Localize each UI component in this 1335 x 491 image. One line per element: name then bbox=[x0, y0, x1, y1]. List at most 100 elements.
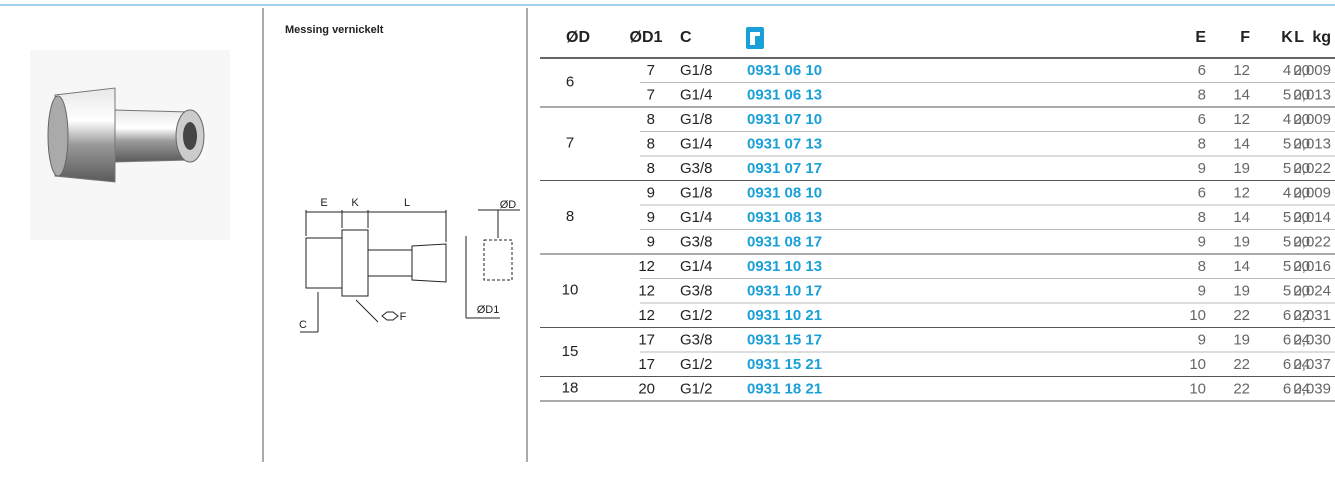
cell: 0,013 bbox=[1293, 87, 1331, 104]
column-header: ØD1 bbox=[630, 29, 663, 46]
cell: 20 bbox=[1293, 87, 1310, 104]
cell: G1/8 bbox=[680, 62, 713, 79]
column-header: K bbox=[1281, 29, 1293, 46]
cell: 10 bbox=[1189, 307, 1206, 324]
cell: 20 bbox=[1293, 111, 1310, 128]
cell: 20 bbox=[1293, 258, 1310, 275]
cell: 8 bbox=[647, 160, 655, 177]
cell: 6 bbox=[1283, 332, 1291, 349]
cell: 0,022 bbox=[1293, 234, 1331, 251]
od-cell: 8 bbox=[566, 208, 574, 225]
cell: 14 bbox=[1233, 136, 1250, 153]
cell: 0931 07 13 bbox=[747, 136, 822, 153]
cell: 0931 06 10 bbox=[747, 62, 822, 79]
cell: 8 bbox=[1198, 136, 1206, 153]
cell: 0,022 bbox=[1293, 160, 1331, 177]
cell: 22 bbox=[1233, 356, 1250, 373]
cell: 20 bbox=[1293, 62, 1310, 79]
cell: 4 bbox=[1283, 111, 1291, 128]
cell: 10 bbox=[1189, 381, 1206, 398]
cell: 8 bbox=[1198, 258, 1206, 275]
cell: 0,030 bbox=[1293, 332, 1331, 349]
cell: G1/8 bbox=[680, 185, 713, 202]
cell: 5 bbox=[1283, 87, 1291, 104]
cell: 12 bbox=[638, 307, 655, 324]
dim-label: F bbox=[400, 311, 407, 323]
cell: 24 bbox=[1293, 332, 1310, 349]
column-header: kg bbox=[1312, 29, 1331, 46]
cell: G1/4 bbox=[680, 87, 713, 104]
cell: 0,009 bbox=[1293, 111, 1331, 128]
cell: 24 bbox=[1293, 356, 1310, 373]
cell: 10 bbox=[1189, 356, 1206, 373]
cell: 9 bbox=[647, 185, 655, 202]
cell: 0,037 bbox=[1293, 356, 1331, 373]
brand-icon bbox=[746, 27, 764, 49]
od-cell: 18 bbox=[562, 380, 579, 397]
cell: 0931 10 21 bbox=[747, 307, 822, 324]
cell: 0931 07 17 bbox=[747, 160, 822, 177]
cell: 6 bbox=[1198, 62, 1206, 79]
cell: 0931 15 17 bbox=[747, 332, 822, 349]
cell: 0,013 bbox=[1293, 136, 1331, 153]
cell: 9 bbox=[1198, 234, 1206, 251]
cell: 0931 06 13 bbox=[747, 87, 822, 104]
od-cell: 15 bbox=[562, 343, 579, 360]
cell: 0931 10 17 bbox=[747, 283, 822, 300]
cell: 0,016 bbox=[1293, 258, 1331, 275]
cell: 6 bbox=[1283, 356, 1291, 373]
cell: 6 bbox=[1198, 185, 1206, 202]
cell: 4 bbox=[1283, 62, 1291, 79]
cell: 20 bbox=[1293, 136, 1310, 153]
cell: 22 bbox=[1233, 307, 1250, 324]
dim-label: K bbox=[351, 197, 359, 209]
cell: 5 bbox=[1283, 234, 1291, 251]
column-header: F bbox=[1240, 29, 1250, 46]
cell: 14 bbox=[1233, 258, 1250, 275]
cell: 5 bbox=[1283, 136, 1291, 153]
cell: 8 bbox=[647, 111, 655, 128]
column-header: C bbox=[680, 29, 692, 46]
cell: G1/2 bbox=[680, 381, 713, 398]
cell: 14 bbox=[1233, 209, 1250, 226]
cell: 9 bbox=[647, 209, 655, 226]
cell: 7 bbox=[647, 62, 655, 79]
cell: 22 bbox=[1233, 381, 1250, 398]
cell: 20 bbox=[1293, 283, 1310, 300]
cell: 0931 18 21 bbox=[747, 381, 822, 398]
cell: 9 bbox=[647, 234, 655, 251]
cell: 0931 08 17 bbox=[747, 234, 822, 251]
cell: 9 bbox=[1198, 160, 1206, 177]
cell: 0931 08 13 bbox=[747, 209, 822, 226]
cell: 20 bbox=[638, 381, 655, 398]
cell: 0931 10 13 bbox=[747, 258, 822, 275]
cell: 0931 07 10 bbox=[747, 111, 822, 128]
cell: G1/4 bbox=[680, 209, 713, 226]
cell: 0,009 bbox=[1293, 185, 1331, 202]
cell: 6 bbox=[1198, 111, 1206, 128]
cell: 12 bbox=[1233, 111, 1250, 128]
cell: 17 bbox=[638, 332, 655, 349]
cell: 20 bbox=[1293, 185, 1310, 202]
cell: 0,031 bbox=[1293, 307, 1331, 324]
column-header: L bbox=[1294, 29, 1304, 46]
cell: 8 bbox=[1198, 209, 1206, 226]
cell: 12 bbox=[1233, 185, 1250, 202]
cell: 20 bbox=[1293, 160, 1310, 177]
cell: 4 bbox=[1283, 185, 1291, 202]
material: Messing vernickelt bbox=[285, 24, 384, 36]
cell: 7 bbox=[647, 87, 655, 104]
cell: 19 bbox=[1233, 283, 1250, 300]
cell: 19 bbox=[1233, 332, 1250, 349]
cell: 0931 08 10 bbox=[747, 185, 822, 202]
cell: 5 bbox=[1283, 283, 1291, 300]
cell: 19 bbox=[1233, 234, 1250, 251]
cell: G1/8 bbox=[680, 111, 713, 128]
cell: 20 bbox=[1293, 234, 1310, 251]
column-header: E bbox=[1195, 29, 1206, 46]
cell: G3/8 bbox=[680, 160, 713, 177]
cell: 5 bbox=[1283, 160, 1291, 177]
cell: 5 bbox=[1283, 209, 1291, 226]
